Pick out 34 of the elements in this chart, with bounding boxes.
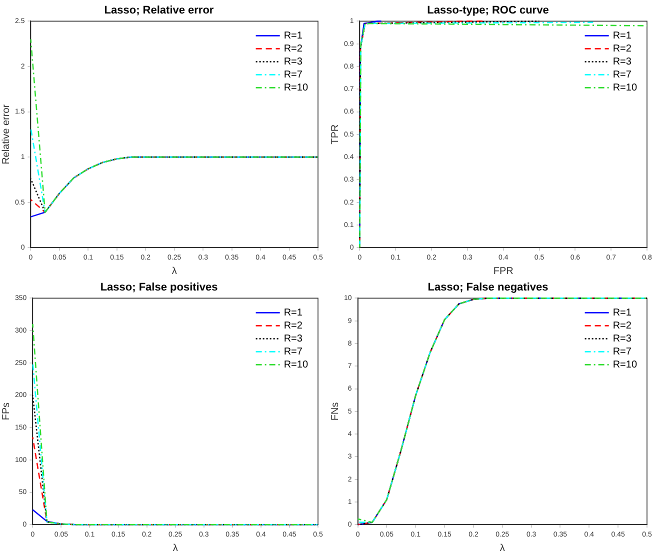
x-axis-title: λ bbox=[500, 542, 505, 554]
x-axis-title: λ bbox=[172, 266, 177, 277]
legend-label: R=7 bbox=[612, 69, 632, 80]
legend-label: R=2 bbox=[284, 43, 303, 54]
y-axis-title: Relative error bbox=[0, 104, 12, 164]
chart-title: Lasso; False positives bbox=[100, 282, 218, 294]
legend-label: R=7 bbox=[612, 346, 632, 358]
legend-label: R=3 bbox=[284, 56, 303, 68]
x-axis-title: FPR bbox=[493, 266, 514, 277]
chart-title: Lasso; False negatives bbox=[428, 282, 548, 294]
legend-label: R=1 bbox=[612, 30, 632, 42]
legend-label: R=2 bbox=[612, 43, 632, 54]
legend-label: R=10 bbox=[612, 82, 638, 94]
legend-label: R=10 bbox=[284, 82, 308, 94]
legend-label: R=10 bbox=[612, 359, 638, 370]
chart-title: Lasso; Relative error bbox=[104, 4, 214, 17]
legend-label: R=1 bbox=[284, 30, 303, 42]
legend-label: R=1 bbox=[612, 307, 632, 318]
chart-title: Lasso-type; ROC curve bbox=[427, 4, 549, 17]
legend-label: R=3 bbox=[284, 333, 303, 344]
x-axis-title: λ bbox=[172, 542, 178, 554]
y-axis-title: TPR bbox=[330, 124, 341, 144]
y-axis-title: FPs bbox=[0, 402, 12, 420]
legend-label: R=2 bbox=[612, 320, 632, 332]
legend-label: R=2 bbox=[284, 320, 303, 332]
legend-label: R=7 bbox=[284, 346, 303, 358]
legend-label: R=3 bbox=[612, 56, 632, 68]
legend-label: R=7 bbox=[284, 69, 303, 80]
line-series bbox=[30, 38, 319, 213]
line-series bbox=[359, 22, 648, 248]
legend-label: R=1 bbox=[284, 307, 303, 318]
legend-label: R=3 bbox=[612, 333, 632, 344]
legend-label: R=10 bbox=[284, 359, 308, 370]
y-axis-title: FNs bbox=[330, 402, 341, 421]
